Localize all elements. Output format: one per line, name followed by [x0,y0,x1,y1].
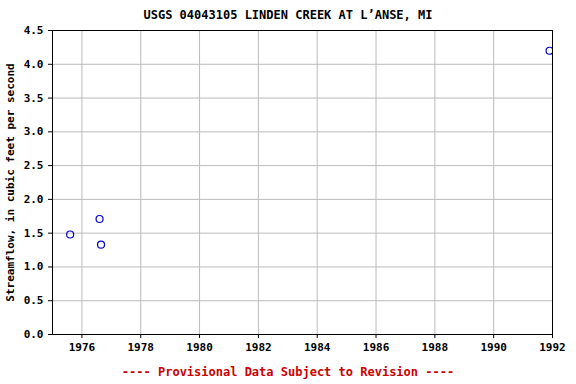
svg-text:1.0: 1.0 [24,260,44,273]
svg-text:1982: 1982 [245,341,272,354]
svg-text:1978: 1978 [127,341,154,354]
svg-text:1976: 1976 [69,341,96,354]
svg-text:2.5: 2.5 [24,159,44,172]
svg-text:3.5: 3.5 [24,92,44,105]
svg-text:1988: 1988 [422,341,449,354]
svg-text:0.0: 0.0 [24,328,44,341]
svg-text:4.0: 4.0 [24,58,44,71]
svg-text:0.5: 0.5 [24,294,44,307]
svg-text:1986: 1986 [363,341,390,354]
svg-text:1992: 1992 [539,341,566,354]
svg-text:Streamflow, in cubic feet per: Streamflow, in cubic feet per second [4,63,17,301]
svg-text:1980: 1980 [186,341,213,354]
html-text:USGS 04043105 LINDEN CREEK AT: USGS 04043105 LINDEN CREEK AT L’ANSE, MI [143,8,433,22]
svg-text:1.5: 1.5 [24,227,44,240]
svg-text:1984: 1984 [304,341,331,354]
svg-text:3.0: 3.0 [24,125,44,138]
svg-text:4.5: 4.5 [24,24,44,37]
svg-text:2.0: 2.0 [24,193,44,206]
svg-text:1990: 1990 [480,341,507,354]
html-text:---- Provisional Data Subject: ---- Provisional Data Subject to Revisio… [121,365,455,379]
